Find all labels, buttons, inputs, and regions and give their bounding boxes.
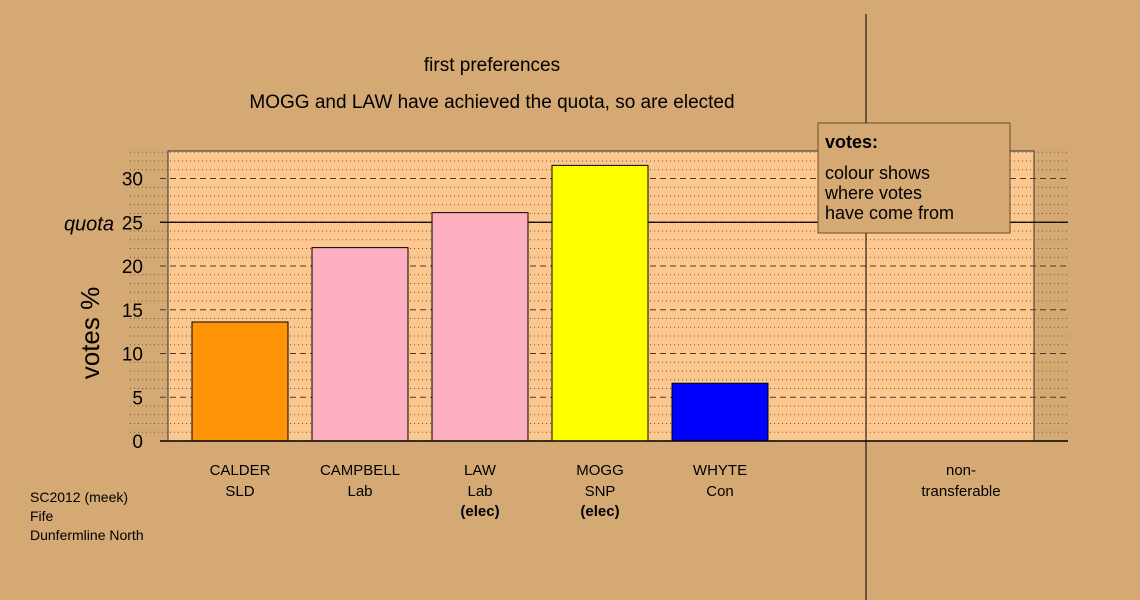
footnote-line-3: Dunfermline North	[30, 527, 144, 543]
x-label-party: Lab	[347, 483, 372, 500]
x-label-nontransferable-2: transferable	[921, 483, 1000, 500]
legend-line-1: colour shows	[825, 163, 930, 183]
legend-title: votes:	[825, 132, 878, 152]
y-tick-label: 30	[122, 170, 143, 191]
x-label-party: Lab	[467, 483, 492, 500]
bars	[191, 164, 1009, 442]
chart-title: first preferences	[424, 55, 560, 76]
y-tick-label: 0	[132, 432, 143, 453]
x-axis-labels: CALDER SLD CAMPBELL Lab LAW Lab (elec) MOGG SNP (…	[210, 462, 1001, 520]
bar-mogg	[551, 164, 649, 442]
y-tick-label: 5	[132, 388, 143, 409]
x-label-party: SLD	[225, 483, 254, 500]
x-label-name: LAW	[464, 462, 497, 479]
footnote-line-2: Fife	[30, 508, 54, 524]
x-label-name: WHYTE	[693, 462, 747, 479]
bar-calder	[191, 321, 289, 442]
legend-line-2: where votes	[824, 183, 922, 203]
x-label-name: CAMPBELL	[320, 462, 400, 479]
y-axis-label: votes %	[75, 287, 105, 380]
y-tick-label: 20	[122, 257, 143, 278]
y-tick-label: 15	[122, 301, 143, 322]
legend: votes: colour shows where votes have com…	[817, 122, 1011, 234]
chart-subtitle: MOGG and LAW have achieved the quota, so…	[249, 92, 734, 113]
y-tick-label: 25	[122, 213, 143, 234]
x-label-party: SNP	[585, 483, 616, 500]
legend-box	[817, 122, 1011, 234]
footnote-line-1: SC2012 (meek)	[30, 489, 129, 505]
quota-label: quota	[64, 213, 114, 235]
bar-campbell	[311, 247, 409, 442]
bar-whyte	[671, 382, 769, 442]
legend-line-3: have come from	[825, 203, 954, 223]
x-label-nontransferable-1: non-	[946, 462, 976, 479]
y-tick-label: 10	[122, 345, 143, 366]
x-label-elected: (elec)	[460, 503, 499, 520]
bar-law	[431, 212, 529, 442]
footnote: SC2012 (meek) Fife Dunfermline North	[30, 488, 144, 545]
x-label-elected: (elec)	[580, 503, 619, 520]
y-axis: 0 5 10 15 20 25 30 quota	[64, 170, 1068, 453]
x-label-party: Con	[706, 483, 734, 500]
x-label-name: CALDER	[210, 462, 271, 479]
x-label-name: MOGG	[576, 462, 624, 479]
